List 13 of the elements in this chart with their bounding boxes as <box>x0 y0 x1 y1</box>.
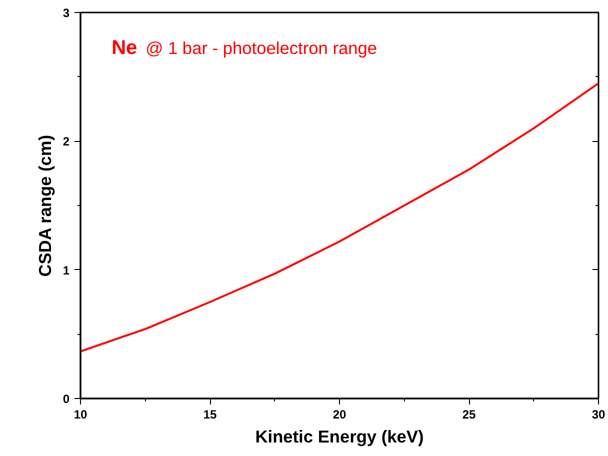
text: Ne @ 1 bar - photoelectron range <box>112 36 378 59</box>
y-tick-label: 3 <box>62 6 70 20</box>
y-tick-label: 1 <box>62 263 70 278</box>
x-tick-label: 10 <box>74 408 88 422</box>
y-tick-label: 0 <box>62 392 70 406</box>
y-axis-title: CSDA range (cm) <box>34 134 55 277</box>
y-tick-label: 2 <box>62 134 70 149</box>
x-tick-label: 30 <box>592 408 606 422</box>
x-tick-label: 25 <box>462 408 476 422</box>
x-axis-title: Kinetic Energy (keV) <box>255 426 424 446</box>
x-tick-label: 20 <box>332 408 346 422</box>
line-series <box>80 82 598 352</box>
x-tick-label: 15 <box>203 408 217 422</box>
